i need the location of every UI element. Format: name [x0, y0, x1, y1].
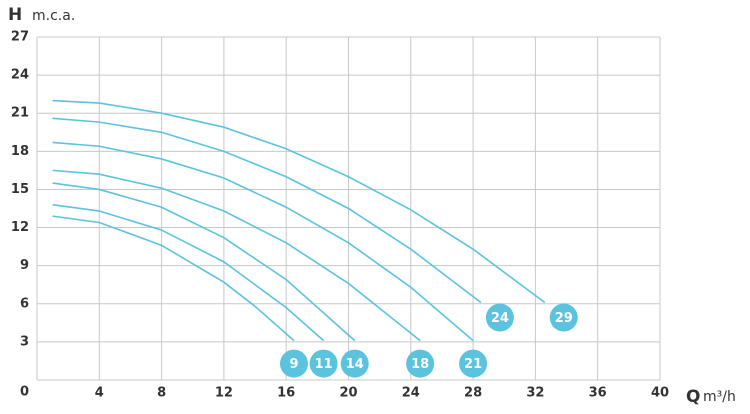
- y-tick-label: 18: [11, 144, 29, 159]
- legend-label: 18: [411, 357, 429, 372]
- x-tick-label: 16: [277, 386, 295, 401]
- y-axis-unit: m.c.a.: [32, 8, 75, 24]
- series-badge: [309, 349, 338, 378]
- legend-label: 14: [346, 357, 364, 372]
- x-tick-label: 8: [157, 386, 166, 401]
- x-axis-unit: m³/h: [703, 389, 736, 405]
- y-tick-label: 15: [11, 182, 29, 197]
- legend-label: 29: [555, 311, 573, 326]
- series-badge: [459, 349, 488, 378]
- x-tick-label: 20: [339, 386, 357, 401]
- y-tick-label: 3: [20, 334, 29, 349]
- series-badge: [406, 349, 435, 378]
- curve: [52, 99, 546, 304]
- curve: [52, 141, 474, 342]
- series-badge: [549, 303, 578, 332]
- y-tick-label: 27: [11, 30, 29, 45]
- curve: [52, 182, 356, 342]
- x-tick-label: 4: [95, 386, 104, 401]
- legend-label: 24: [491, 311, 509, 326]
- x-tick-label: 36: [589, 386, 607, 401]
- x-tick-label: 40: [651, 386, 669, 401]
- curve: [52, 203, 325, 342]
- curve: [52, 169, 421, 342]
- x-tick-label: 32: [526, 386, 544, 401]
- curve: [52, 215, 295, 342]
- legend-label: 9: [289, 357, 298, 372]
- x-tick-label: 28: [464, 386, 482, 401]
- y-tick-label: 0: [20, 385, 29, 400]
- legend-label: 21: [464, 357, 482, 372]
- y-tick-label: 12: [11, 220, 29, 235]
- y-tick-label: 21: [11, 106, 29, 121]
- curve: [52, 117, 482, 304]
- x-tick-label: 24: [402, 386, 420, 401]
- x-axis-label: Q: [686, 387, 700, 407]
- legend-label: 11: [315, 357, 333, 372]
- y-axis-label: H: [8, 5, 22, 25]
- series-badge: [279, 349, 308, 378]
- y-tick-label: 9: [20, 258, 29, 273]
- series-badge: [340, 349, 369, 378]
- y-tick-label: 24: [11, 68, 29, 83]
- y-tick-label: 6: [20, 296, 29, 311]
- series-badge: [485, 303, 514, 332]
- x-tick-label: 12: [215, 386, 233, 401]
